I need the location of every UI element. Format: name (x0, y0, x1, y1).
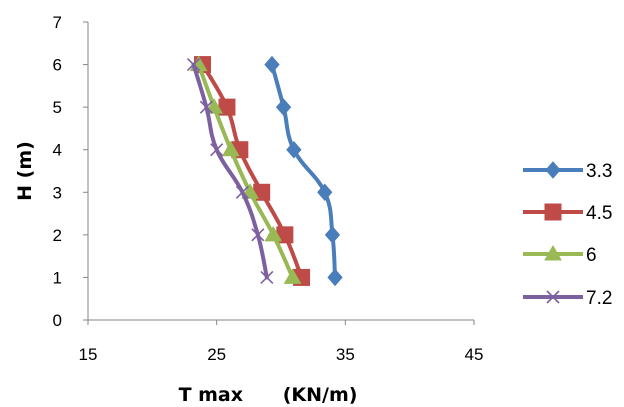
y-tick-label: 3 (53, 183, 62, 202)
data-point (317, 183, 333, 202)
legend-label: 4.5 (586, 203, 612, 224)
data-point (286, 140, 302, 159)
x-axis-title: T max (KN/m) (179, 384, 358, 406)
x-tick-label: 15 (79, 345, 98, 364)
series-line (196, 62, 295, 280)
legend-item: 7.2 (523, 288, 612, 309)
legend-label: 7.2 (586, 288, 612, 309)
legend: 3.3 4.5 6 7.2 (523, 161, 612, 309)
y-axis-title: H (m) (14, 141, 36, 201)
data-point (210, 143, 224, 157)
data-point (264, 225, 283, 242)
series-7-2 (186, 58, 274, 284)
legend-marker (544, 244, 562, 261)
y-tick-label: 5 (53, 98, 62, 117)
legend-item: 6 (523, 244, 597, 266)
data-point (264, 55, 280, 74)
series-6 (189, 55, 302, 284)
x-tick-label: 45 (465, 345, 484, 364)
legend-label: 6 (586, 245, 597, 266)
y-tick-label: 0 (53, 311, 62, 330)
data-point (199, 100, 213, 114)
data-point (235, 185, 249, 199)
series-line (269, 62, 338, 280)
data-point (275, 98, 292, 116)
series-4-5 (194, 56, 311, 286)
series-line (200, 62, 304, 280)
y-tick-label: 6 (53, 56, 62, 75)
y-tick-label: 1 (53, 268, 62, 287)
legend-marker (545, 161, 561, 179)
y-tick-label: 2 (53, 226, 62, 245)
data-point (221, 140, 240, 157)
x-tick-label: 35 (336, 345, 355, 364)
legend-label: 3.3 (586, 161, 612, 182)
data-point (260, 270, 274, 284)
series-3-3 (264, 55, 343, 287)
data-point (251, 228, 265, 242)
data-point (205, 98, 223, 114)
data-point (186, 58, 201, 72)
legend-item: 4.5 (523, 203, 612, 224)
y-tick-label: 4 (53, 141, 62, 160)
series-layer (186, 55, 343, 287)
y-tick-label: 7 (53, 13, 62, 32)
series-line (191, 62, 269, 280)
x-tick-label: 25 (207, 345, 226, 364)
legend-item: 3.3 (523, 161, 612, 182)
legend-marker (546, 290, 560, 304)
data-point (327, 268, 343, 287)
legend-marker (544, 203, 562, 221)
data-point (324, 226, 341, 244)
data-point (241, 183, 259, 199)
data-point (283, 268, 302, 284)
